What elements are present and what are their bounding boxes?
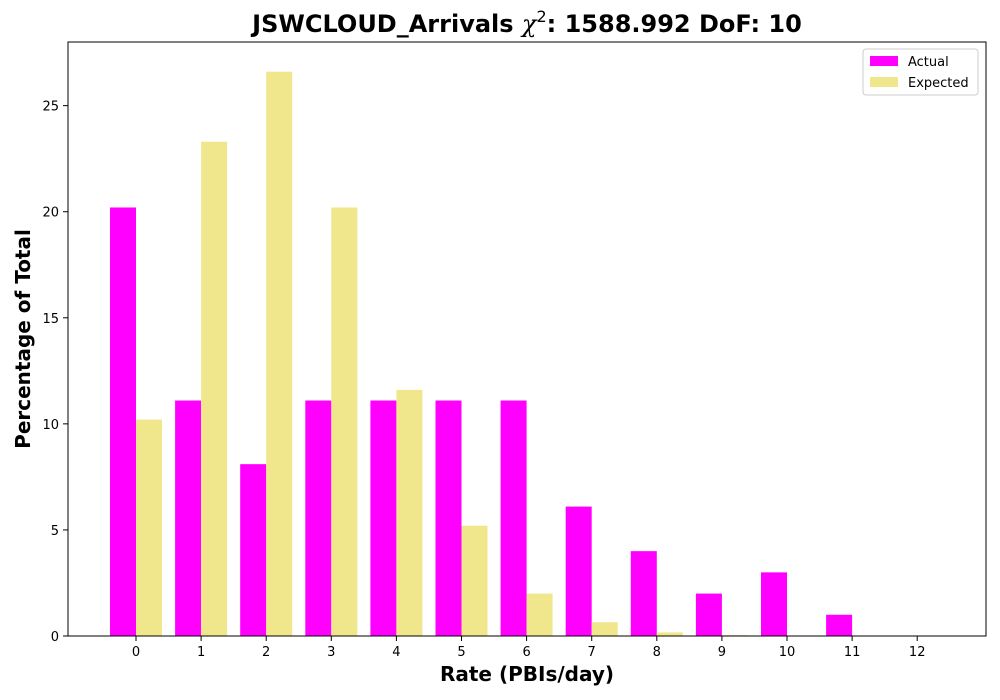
y-tick-label-20: 20: [42, 206, 59, 221]
bar-actual-9: [695, 593, 722, 636]
x-tick-label-7: 7: [588, 645, 596, 660]
bar-expected-8: [656, 632, 683, 636]
x-tick-label-3: 3: [327, 645, 335, 660]
y-tick-label-5: 5: [51, 524, 59, 539]
x-tick-label-5: 5: [457, 645, 465, 660]
x-axis-label: Rate (PBIs/day): [440, 662, 614, 686]
legend: Actual Expected: [862, 48, 979, 96]
y-axis-ticks: 0 5 10 15 20 25: [42, 100, 68, 645]
bar-actual-1: [175, 400, 202, 636]
bar-expected-2: [266, 71, 293, 636]
legend-swatch-actual: [870, 56, 898, 66]
x-tick-label-1: 1: [197, 645, 205, 660]
bar-actual-0: [110, 207, 136, 636]
bar-expected-3: [331, 207, 358, 636]
x-tick-label-0: 0: [132, 645, 140, 660]
bar-actual-7: [565, 506, 592, 636]
x-tick-label-9: 9: [718, 645, 726, 660]
y-tick-label-25: 25: [42, 100, 59, 115]
chart-title-rest: : 1588.992 DoF: 10: [547, 10, 802, 38]
y-tick-label-10: 10: [42, 418, 59, 433]
bar-actual-11: [826, 614, 853, 636]
legend-label-actual: Actual: [908, 55, 949, 70]
bar-actual-10: [761, 572, 787, 636]
x-tick-label-8: 8: [653, 645, 661, 660]
chart-title-chi: χ: [520, 10, 538, 38]
legend-swatch-expected: [870, 77, 898, 87]
chart-title-superscript: 2: [536, 7, 546, 26]
bar-actual-4: [370, 400, 397, 636]
bar-expected-6: [526, 593, 553, 636]
x-tick-label-4: 4: [392, 645, 400, 660]
bar-expected-7: [591, 622, 618, 636]
bars-group: [110, 71, 879, 636]
bar-actual-5: [435, 400, 462, 636]
bar-expected-4: [396, 389, 423, 636]
bar-actual-2: [240, 464, 267, 636]
bar-actual-3: [305, 400, 332, 636]
bar-expected-5: [461, 525, 488, 636]
legend-label-expected: Expected: [908, 76, 969, 91]
x-tick-label-10: 10: [779, 645, 796, 660]
x-tick-label-2: 2: [262, 645, 270, 660]
chart-title-main: JSWCLOUD_Arrivals: [250, 10, 522, 38]
x-tick-label-11: 11: [844, 645, 861, 660]
bar-actual-6: [500, 400, 527, 636]
y-tick-label-15: 15: [42, 312, 59, 327]
plot-frame: [67, 41, 987, 637]
chart-title: JSWCLOUD_Arrivals χ2: 1588.992 DoF: 10: [250, 7, 802, 38]
bar-actual-8: [630, 551, 657, 636]
bar-expected-1: [201, 141, 228, 636]
x-axis-ticks: 0 1 2 3 4 5 6 7 8 9 10 11 12: [132, 636, 926, 660]
bar-expected-0: [136, 419, 162, 636]
y-tick-label-0: 0: [51, 630, 59, 645]
x-tick-label-6: 6: [522, 645, 530, 660]
y-axis-label: Percentage of Total: [11, 229, 35, 449]
x-tick-label-12: 12: [909, 645, 926, 660]
